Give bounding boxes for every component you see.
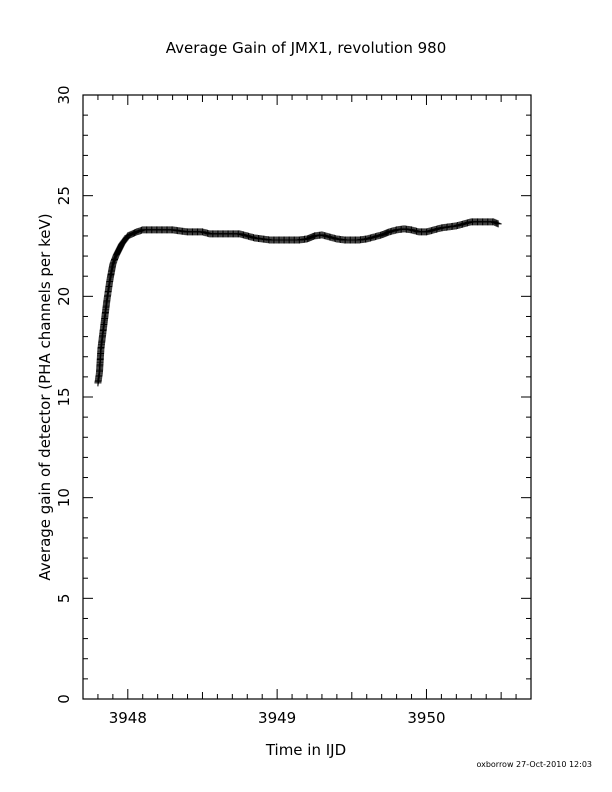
y-tick-label: 25 <box>55 186 73 205</box>
y-axis-label: Average gain of detector (PHA channels p… <box>36 213 54 580</box>
y-axis-ticks: 0 5 10 15 20 25 30 <box>55 85 531 704</box>
y-tick-label: 0 <box>55 694 73 704</box>
x-tick-label: 3949 <box>258 709 296 727</box>
y-tick-label: 30 <box>55 85 73 104</box>
y-tick-label: 10 <box>55 488 73 507</box>
y-tick-label: 15 <box>55 387 73 406</box>
x-axis-ticks: 3948 3949 3950 <box>82 95 532 727</box>
x-tick-label: 3950 <box>407 709 445 727</box>
plot-frame <box>82 94 532 700</box>
data-series <box>94 218 502 387</box>
y-tick-label: 20 <box>55 287 73 306</box>
y-tick-label: 5 <box>55 594 73 604</box>
x-tick-label: 3948 <box>109 709 147 727</box>
x-axis-label: Time in IJD <box>265 741 346 759</box>
chart-title: Average Gain of JMX1, revolution 980 <box>166 39 447 57</box>
data-point <box>493 219 501 227</box>
data-point <box>494 220 502 228</box>
footer-stamp: oxborrow 27-Oct-2010 12:03 <box>476 760 592 769</box>
